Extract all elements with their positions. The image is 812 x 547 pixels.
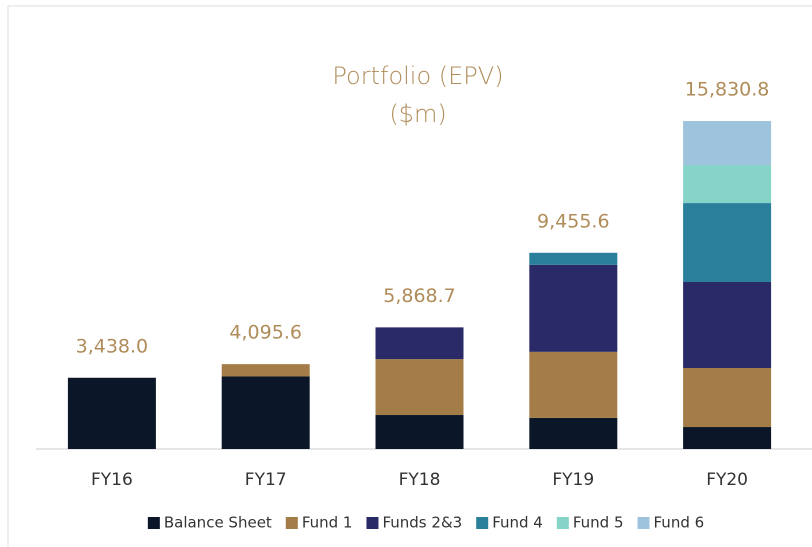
bar-segment (683, 282, 772, 368)
bar-segment (67, 377, 156, 449)
bar-segment (529, 252, 618, 265)
bar-segment (529, 417, 618, 449)
legend-swatch (285, 517, 298, 529)
bar-segment (221, 364, 310, 377)
x-tick-label: FY18 (399, 470, 441, 490)
legend-swatch (366, 517, 379, 529)
bar-segment (683, 164, 772, 204)
legend-swatch (147, 517, 160, 529)
x-tick-label: FY19 (552, 470, 594, 490)
bar-segment (683, 203, 772, 283)
x-tick-label: FY16 (91, 470, 133, 490)
bar-segment (529, 351, 618, 418)
x-tick-label: FY20 (706, 470, 748, 490)
bar-segment (375, 327, 464, 360)
total-label: 3,438.0 (76, 335, 149, 357)
total-label: 15,830.8 (685, 79, 770, 101)
legend-swatch (556, 517, 569, 529)
legend-label: Fund 1 (302, 514, 353, 532)
bar-segment (683, 367, 772, 428)
bar-segment (375, 359, 464, 416)
bar-segment (375, 415, 464, 449)
legend-label: Fund 5 (573, 514, 624, 532)
chart-subtitle: ($m) (389, 100, 446, 128)
total-label: 5,868.7 (383, 285, 456, 307)
chart-title: Portfolio (EPV) (332, 62, 503, 90)
legend-swatch (637, 517, 650, 529)
x-tick-label: FY17 (245, 470, 287, 490)
total-label: 4,095.6 (229, 322, 302, 344)
legend-label: Fund 6 (654, 514, 705, 532)
legend-label: Fund 4 (492, 514, 543, 532)
bar-segment (683, 121, 772, 165)
bar-segment (683, 427, 772, 449)
legend-swatch (476, 517, 489, 529)
legend-label: Balance Sheet (164, 514, 272, 532)
bar-segment (221, 376, 310, 449)
bar-segment (529, 264, 618, 352)
total-label: 9,455.6 (537, 211, 610, 233)
legend-label: Funds 2&3 (382, 514, 462, 532)
